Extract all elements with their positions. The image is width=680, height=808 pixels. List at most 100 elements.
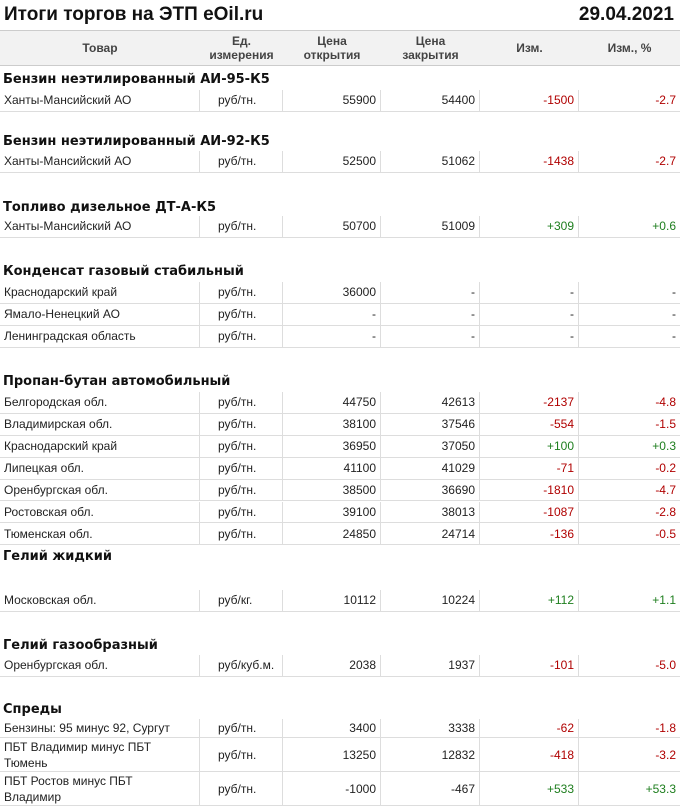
column-header-text: Изм. xyxy=(516,41,543,55)
column-header-text: Товар xyxy=(82,41,118,55)
table-cell: -467 xyxy=(381,772,480,805)
section-title: Бензин неэтилированный АИ-92-К5 xyxy=(3,134,270,149)
table-cell: - xyxy=(480,303,579,325)
table-cell: -2.8 xyxy=(579,502,680,523)
table-cell: Ханты-Мансийский АО xyxy=(0,216,200,237)
table-cell: 10112 xyxy=(283,590,381,611)
table-cell: Липецкая обл. xyxy=(0,457,200,479)
cell-text: - xyxy=(372,307,376,322)
cell-text: -2.7 xyxy=(655,93,676,108)
cell-text: 38100 xyxy=(342,417,376,432)
table-cell: руб/куб.м. xyxy=(200,655,283,676)
table-cell: руб/тн. xyxy=(200,435,283,457)
table-cell: -2.7 xyxy=(579,151,680,172)
table-cell: 55900 xyxy=(283,90,381,111)
table-cell: 44750 xyxy=(283,392,381,413)
table-cell: -1810 xyxy=(480,479,579,501)
table-row: Ханты-Мансийский АО руб/тн. 55900 54400 -150… xyxy=(0,90,680,112)
cell-text: 38013 xyxy=(441,504,475,519)
cell-text: 39100 xyxy=(342,504,376,519)
table-cell: 12832 xyxy=(381,738,480,771)
cell-text: -2.8 xyxy=(655,504,676,519)
cell-text: 36950 xyxy=(342,439,376,454)
cell-text: -1.5 xyxy=(655,417,676,432)
table-cell: 3338 xyxy=(381,719,480,737)
table-cell: Владимирская обл. xyxy=(0,413,200,435)
table-row: Ямало-Ненецкий АО руб/тн. - - - - xyxy=(0,303,680,326)
table-cell: +0.3 xyxy=(579,436,680,457)
cell-text: 41100 xyxy=(343,461,376,476)
table-row: Ростовская обл. руб/тн. 39100 38013 -1087 -2.… xyxy=(0,501,680,524)
cell-text: 50700 xyxy=(342,219,376,234)
cell-text: Владимирская обл. xyxy=(4,417,113,432)
table-cell: руб/кг. xyxy=(200,590,283,611)
table-cell: 36000 xyxy=(283,282,381,303)
title: Итоги торгов на ЭТП eOil.ru xyxy=(4,4,264,25)
table-cell: руб/тн. xyxy=(200,151,283,172)
cell-text: -1000 xyxy=(345,781,376,796)
table-cell: - xyxy=(579,304,680,325)
section-title: Пропан-бутан автомобильный xyxy=(3,374,231,389)
table-row: Краснодарский край руб/тн. 36950 37050 +100 +… xyxy=(0,435,680,458)
table-cell: Краснодарский край xyxy=(0,435,200,457)
table-row: Бензины: 95 минус 92, Сургут руб/тн. 3400 3… xyxy=(0,719,680,738)
cell-text: руб/тн. xyxy=(218,219,257,234)
cell-text: Тюменская обл. xyxy=(4,526,93,541)
cell-text: Московская обл. xyxy=(4,593,97,608)
table-cell: ПБТ Владимир минус ПБТ Тюмень xyxy=(0,738,200,771)
cell-text: Краснодарский край xyxy=(4,439,118,454)
cell-text: руб/тн. xyxy=(218,483,257,498)
table-cell: -418 xyxy=(480,738,579,771)
table-cell: 37546 xyxy=(381,413,480,435)
cell-text: 10224 xyxy=(441,593,475,608)
cell-text: - xyxy=(471,285,475,300)
cell-text: 38500 xyxy=(342,483,376,498)
table-cell: -5.0 xyxy=(579,655,680,676)
cell-text: - xyxy=(372,329,376,344)
table-cell: -101 xyxy=(480,655,579,676)
column-header: Изм., % xyxy=(579,31,680,65)
cell-text: -62 xyxy=(556,721,574,735)
table-cell: руб/тн. xyxy=(200,772,283,805)
table-cell: ПБТ Ростов минус ПБТ Владимир xyxy=(0,772,200,805)
table-cell: -62 xyxy=(480,719,579,737)
table-cell: 3400 xyxy=(283,719,381,737)
table-cell: руб/тн. xyxy=(200,90,283,111)
table-row: Белгородская обл. руб/тн. 44750 42613 -2137 -… xyxy=(0,392,680,414)
cell-text: 44750 xyxy=(342,395,376,410)
table-cell: -4.7 xyxy=(579,480,680,501)
table-cell: - xyxy=(381,282,480,303)
table-cell: 50700 xyxy=(283,216,381,237)
cell-text: -136 xyxy=(549,526,574,541)
column-header: Цена закрытия xyxy=(381,31,480,65)
cell-text: 54400 xyxy=(441,93,475,108)
table-cell: 41029 xyxy=(381,457,480,479)
cell-text: -0.5 xyxy=(655,526,676,541)
table-row: Ханты-Мансийский АО руб/тн. 50700 51009 +309… xyxy=(0,216,680,238)
table-cell: 39100 xyxy=(283,501,381,523)
cell-text: руб/тн. xyxy=(218,395,257,410)
table-cell: 37050 xyxy=(381,435,480,457)
table-cell: руб/тн. xyxy=(200,738,283,771)
cell-text: 37546 xyxy=(441,417,475,432)
column-header: Цена открытия xyxy=(283,31,381,65)
table-cell: -2.7 xyxy=(579,90,680,111)
table-cell: 54400 xyxy=(381,90,480,111)
cell-text: 24850 xyxy=(342,526,376,541)
column-header-text: Цена открытия xyxy=(303,34,361,62)
cell-text: руб/тн. xyxy=(218,93,257,108)
cell-text: -2137 xyxy=(543,395,574,410)
table-cell: - xyxy=(480,325,579,347)
table-cell: 24850 xyxy=(283,523,381,545)
cell-text: руб/тн. xyxy=(218,747,257,762)
column-header-text: Изм., % xyxy=(607,41,652,55)
cell-text: Оренбургская обл. xyxy=(4,483,108,498)
cell-text: 51009 xyxy=(441,219,475,234)
table-cell: Бензины: 95 минус 92, Сургут xyxy=(0,719,200,737)
cell-text: +100 xyxy=(546,439,574,454)
cell-text: Ханты-Мансийский АО xyxy=(4,154,132,169)
table-cell: руб/тн. xyxy=(200,303,283,325)
cell-text: -1087 xyxy=(543,504,574,519)
cell-text: 13250 xyxy=(342,747,376,762)
table-cell: - xyxy=(283,303,381,325)
